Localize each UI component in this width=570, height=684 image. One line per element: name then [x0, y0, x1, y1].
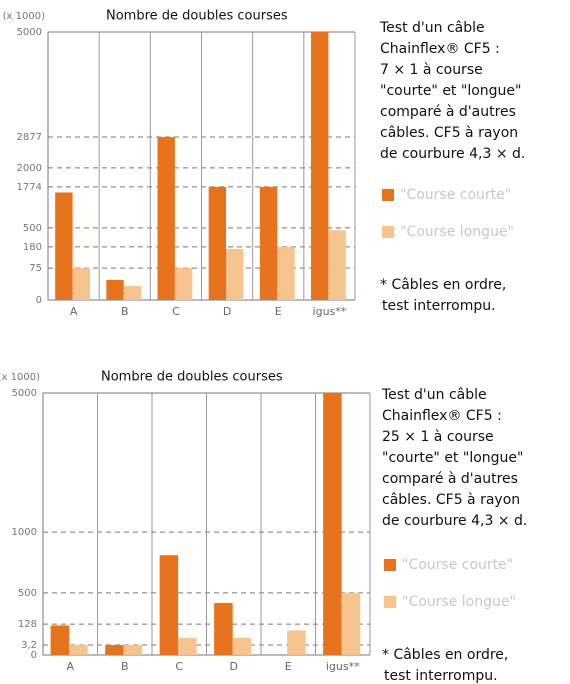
description-line: de courbure 4,3 × d. [380, 146, 525, 162]
bar [106, 280, 124, 300]
bar [208, 186, 227, 300]
bar [50, 625, 70, 655]
y-tick-label: 2000 [17, 163, 42, 174]
y-tick-label: 5000 [17, 27, 42, 38]
description-line: Test d'un câble [379, 20, 485, 36]
x-tick-label: B [121, 305, 129, 318]
description-line: câbles. CF5 à rayon [382, 492, 520, 508]
chart-title: Nombre de doubles courses [106, 9, 288, 24]
chart-title: Nombre de doubles courses [101, 370, 283, 385]
legend-swatch [382, 189, 394, 201]
x-tick-label: D [223, 305, 231, 318]
x-tick-label: C [172, 305, 180, 318]
description-line: 25 × 1 à course [382, 429, 494, 445]
bar [259, 186, 278, 300]
bar [287, 630, 306, 655]
x-tick-label: igus** [313, 305, 347, 318]
note-line: * Câbles en ordre, [382, 647, 508, 663]
description-line: Chainflex® CF5 : [380, 41, 500, 57]
y-tick-label: 1774 [17, 182, 42, 193]
bar [123, 285, 142, 300]
y-tick-label: 75 [29, 263, 42, 274]
description-line: câbles. CF5 à rayon [380, 125, 518, 141]
y-tick-label: 180 [23, 242, 42, 253]
legend-label: "Course longue" [400, 224, 514, 240]
description-line: comparé à d'autres [382, 471, 518, 487]
description-line: "courte" et "longue" [382, 450, 523, 466]
y-tick-label: 3,2 [21, 640, 37, 651]
x-tick-label: C [175, 660, 183, 673]
bar [157, 137, 175, 300]
unit-label: (x 1000) [0, 372, 40, 383]
y-tick-label: 0 [31, 650, 37, 661]
bar [55, 192, 73, 300]
y-tick-label: 128 [18, 619, 37, 630]
bar [178, 638, 197, 655]
bar [328, 230, 346, 300]
legend-swatch [382, 226, 394, 238]
note-line: * Câbles en ordre, [380, 277, 506, 293]
note-line: test interrompu. [382, 298, 496, 314]
bar [72, 268, 90, 300]
bar [232, 638, 252, 655]
note-line: test interrompu. [384, 668, 498, 684]
unit-label: (x 1000) [3, 11, 45, 22]
bar [310, 32, 329, 300]
x-tick-label: igus** [326, 660, 360, 673]
bar [226, 248, 244, 300]
y-tick-label: 500 [23, 223, 42, 234]
bar [123, 645, 143, 655]
bar [159, 555, 179, 655]
legend-label: "Course courte" [402, 557, 513, 573]
x-tick-label: A [66, 660, 74, 673]
x-tick-label: E [285, 660, 292, 673]
x-tick-label: B [121, 660, 129, 673]
bar [174, 268, 193, 300]
y-tick-label: 0 [36, 295, 42, 306]
description-line: 7 × 1 à course [380, 62, 483, 78]
y-tick-label: 5000 [12, 388, 37, 399]
description-line: comparé à d'autres [380, 104, 516, 120]
bar [277, 246, 295, 300]
x-tick-label: D [230, 660, 238, 673]
legend-swatch [384, 596, 396, 608]
description-line: Test d'un câble [381, 387, 487, 403]
y-tick-label: 1000 [12, 527, 37, 538]
x-tick-label: A [70, 305, 78, 318]
description-line: de courbure 4,3 × d. [382, 513, 527, 529]
bar [323, 393, 342, 655]
x-tick-label: E [275, 305, 282, 318]
bar [69, 645, 88, 655]
y-tick-label: 500 [18, 588, 37, 599]
bar [214, 602, 233, 655]
bar [105, 645, 124, 655]
description-line: "courte" et "longue" [380, 83, 521, 99]
y-tick-label: 2877 [17, 132, 42, 143]
description-line: Chainflex® CF5 : [382, 408, 502, 424]
legend-swatch [384, 559, 396, 571]
legend-label: "Course longue" [402, 594, 516, 610]
legend-label: "Course courte" [400, 187, 511, 203]
bar [341, 592, 361, 655]
